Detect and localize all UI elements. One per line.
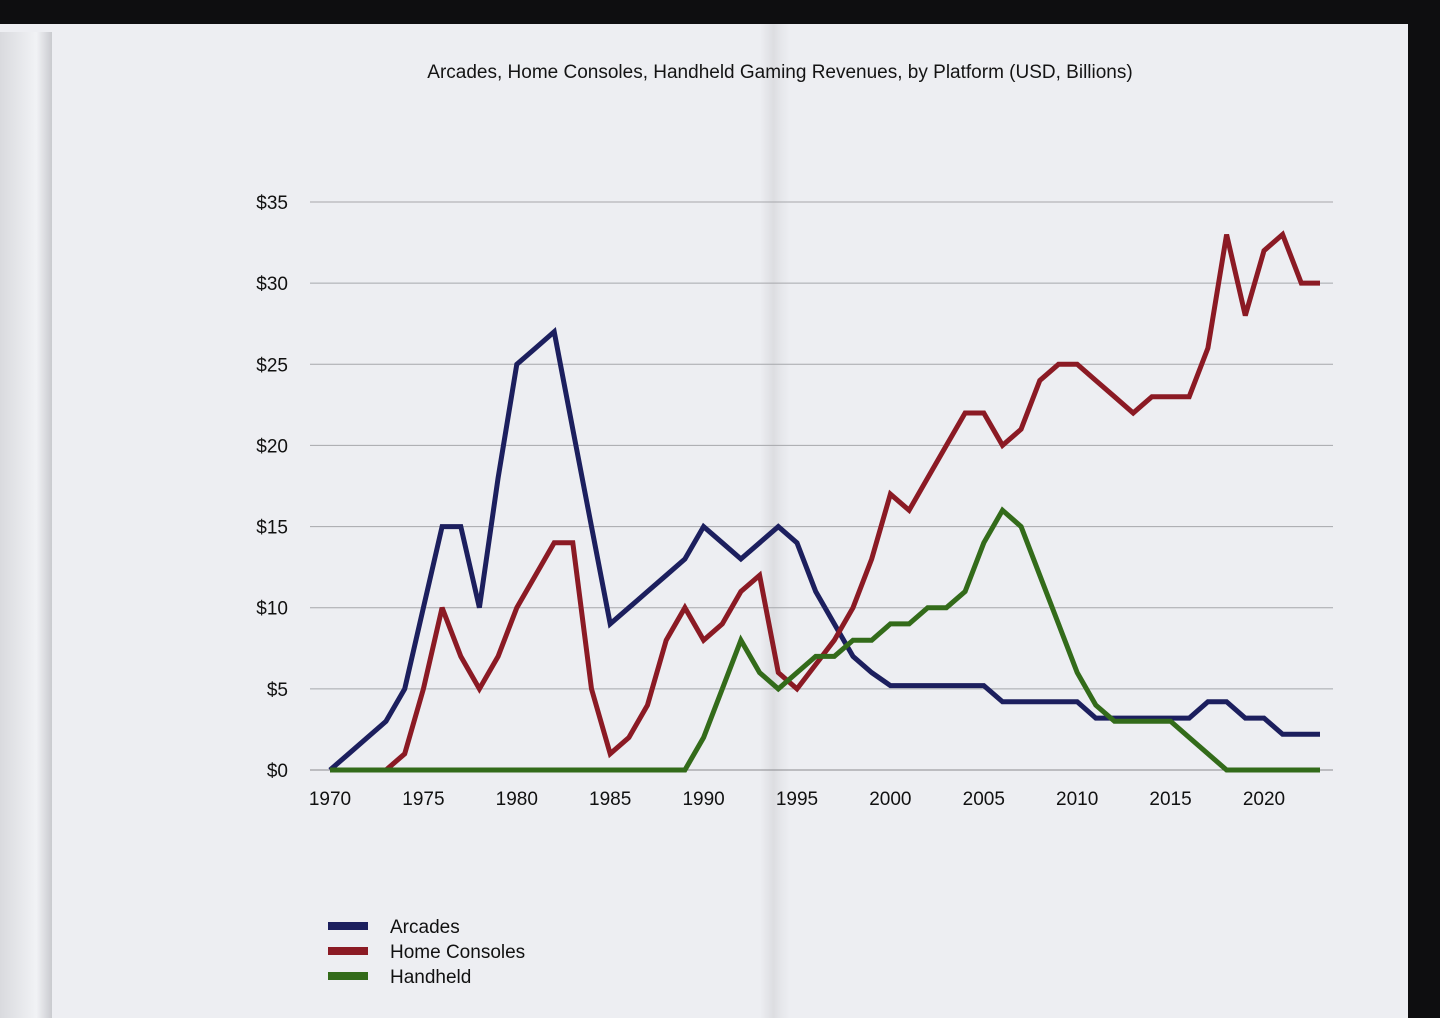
- x-tick-label: 2005: [963, 789, 1005, 810]
- y-tick-label: $25: [256, 355, 288, 376]
- legend-label: Arcades: [390, 917, 460, 938]
- series-lines: [328, 230, 1320, 773]
- y-tick-label: $5: [267, 680, 288, 701]
- gridlines: [310, 201, 1333, 771]
- x-tick-label: 2010: [1056, 789, 1098, 810]
- legend-label: Home Consoles: [390, 942, 525, 963]
- y-tick-label: $20: [256, 436, 288, 457]
- x-tick-label: 1995: [776, 789, 818, 810]
- series-line-handheld: [330, 506, 1320, 773]
- y-tick-label: $10: [256, 599, 288, 620]
- y-tick-label: $35: [256, 193, 288, 214]
- y-axis-ticks: $0 $5 $10 $15 $20 $25 $30 $35: [256, 193, 288, 782]
- book-page-background: [0, 24, 1408, 1018]
- x-tick-label: 2015: [1149, 789, 1191, 810]
- legend-swatch: [328, 947, 368, 955]
- y-tick-label: $30: [256, 274, 288, 295]
- legend-swatch: [328, 972, 368, 980]
- x-tick-label: 1980: [496, 789, 538, 810]
- x-tick-label: 1970: [309, 789, 351, 810]
- book-spine-shadow: [760, 24, 790, 1018]
- x-tick-label: 1975: [402, 789, 444, 810]
- x-tick-label: 1985: [589, 789, 631, 810]
- y-tick-label: $15: [256, 518, 288, 539]
- series-line-home-consoles: [330, 230, 1320, 773]
- book-left-edge: [0, 32, 52, 1018]
- legend-label: Handheld: [390, 967, 471, 988]
- x-axis-ticks: 1970 1975 1980 1985 1990 1995 2000 2005 2010 2015…: [309, 789, 1285, 810]
- x-tick-label: 2000: [869, 789, 911, 810]
- series-line-arcades: [328, 327, 1320, 772]
- y-tick-label: $0: [267, 761, 288, 782]
- x-tick-label: 2020: [1243, 789, 1285, 810]
- chart-title: Arcades, Home Consoles, Handheld Gaming …: [427, 62, 1132, 83]
- legend: Arcades Home Consoles Handheld: [328, 917, 525, 988]
- legend-swatch: [328, 922, 368, 930]
- x-tick-label: 1990: [682, 789, 724, 810]
